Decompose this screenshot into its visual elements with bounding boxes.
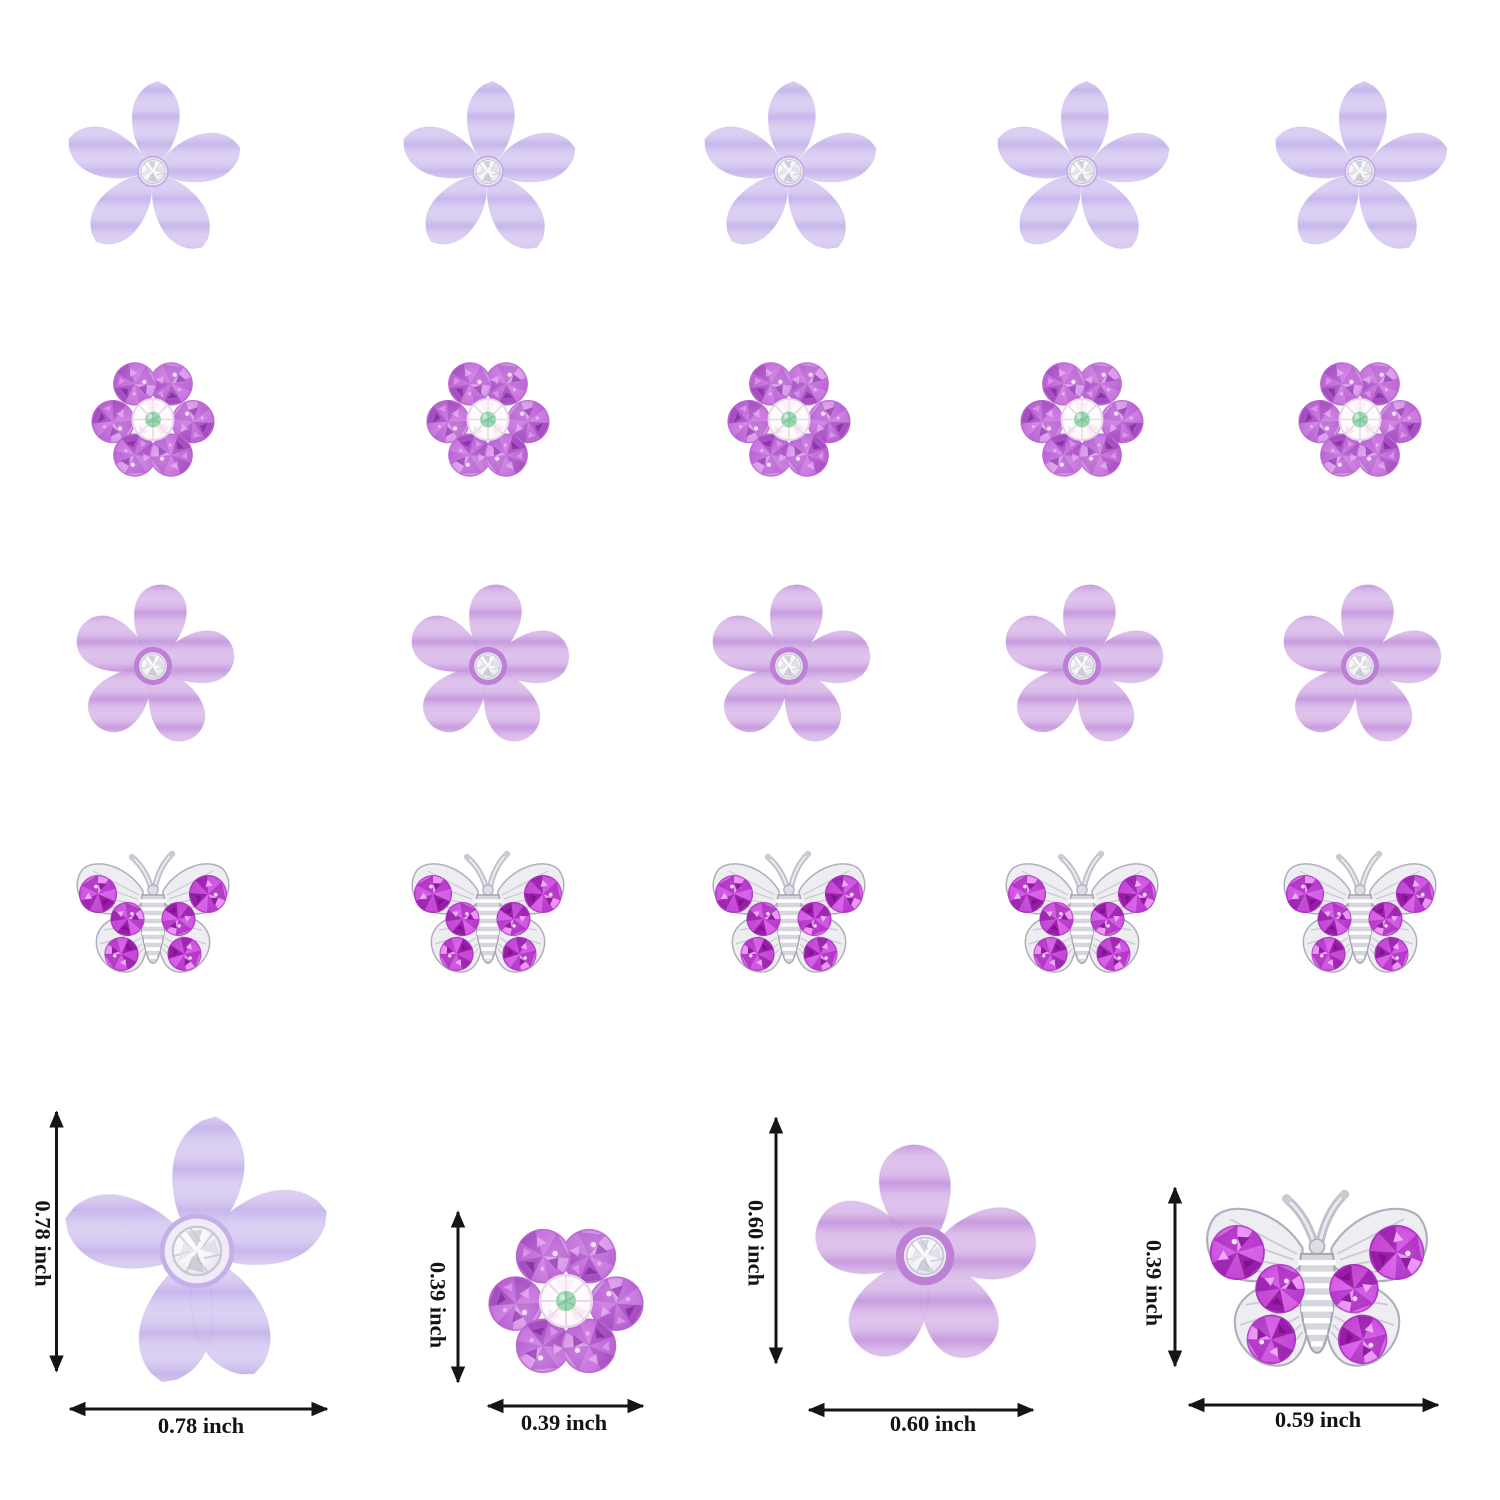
svg-text:0.39 inch: 0.39 inch (1142, 1240, 1167, 1327)
svg-text:0.78 inch: 0.78 inch (31, 1200, 56, 1287)
svg-text:0.78 inch: 0.78 inch (158, 1413, 245, 1438)
svg-text:0.39 inch: 0.39 inch (521, 1410, 608, 1435)
svg-text:0.39 inch: 0.39 inch (426, 1262, 451, 1349)
svg-text:0.59 inch: 0.59 inch (1275, 1407, 1362, 1432)
svg-text:0.60 inch: 0.60 inch (744, 1200, 769, 1287)
svg-text:0.60 inch: 0.60 inch (890, 1411, 977, 1436)
